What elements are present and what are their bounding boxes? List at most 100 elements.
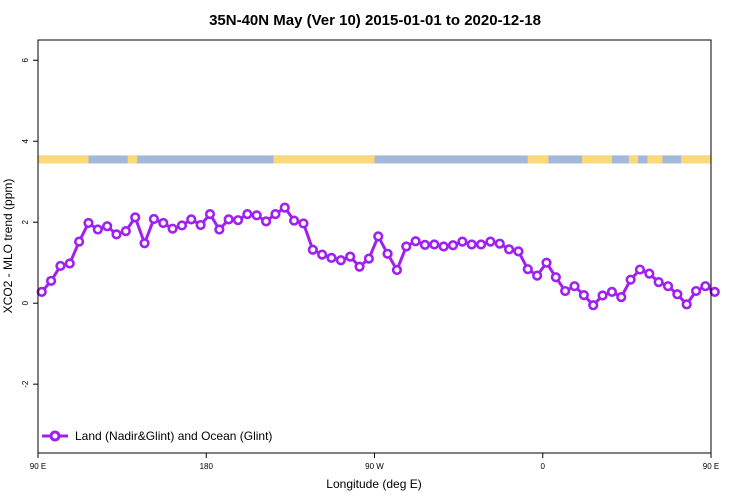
data-point: [513, 246, 524, 257]
data-point: [92, 224, 103, 235]
surface-band: [38, 155, 711, 164]
surface-band-land: [647, 155, 663, 164]
data-point: [195, 219, 206, 231]
data-point: [148, 213, 160, 225]
data-point: [45, 275, 57, 287]
data-point: [139, 238, 150, 249]
data-point: [363, 253, 374, 264]
x-tick-label: 90 W: [365, 462, 384, 471]
data-point: [204, 209, 216, 220]
data-point: [167, 223, 178, 234]
data-point: [494, 238, 505, 249]
data-point: [410, 236, 421, 247]
data-point: [475, 239, 487, 250]
data-point: [64, 258, 75, 269]
data-point: [662, 281, 674, 292]
data-point: [690, 285, 702, 297]
data-point: [672, 289, 683, 300]
surface-band-land: [273, 155, 375, 164]
x-tick-label: 0: [541, 462, 546, 471]
data-point: [307, 244, 318, 255]
data-point: [634, 264, 646, 275]
surface-band-land: [527, 155, 549, 164]
x-tick-label: 90 E: [30, 462, 46, 471]
data-point: [438, 241, 449, 252]
y-tick-label: 2: [21, 219, 30, 224]
data-point: [317, 249, 328, 260]
data-point: [588, 300, 599, 311]
surface-band-land: [628, 155, 639, 164]
data-point: [391, 264, 403, 276]
data-point: [186, 214, 197, 225]
data-point: [55, 260, 66, 272]
data-point: [532, 270, 543, 281]
x-tick-label: 180: [200, 462, 214, 471]
data-point: [373, 231, 384, 242]
data-point: [158, 217, 169, 229]
data-point: [606, 286, 618, 297]
data-point: [345, 251, 356, 262]
data-point: [74, 236, 85, 247]
data-point: [560, 285, 571, 297]
data-point: [541, 257, 552, 268]
x-tick-label: 90 E: [703, 462, 719, 471]
data-point: [298, 218, 309, 229]
data-point: [419, 239, 431, 250]
data-point: [83, 217, 94, 229]
data-point: [382, 248, 393, 259]
data-point: [625, 274, 636, 285]
data-point: [223, 214, 234, 225]
data-point: [700, 281, 711, 292]
data-point: [111, 229, 122, 240]
data-point: [429, 239, 440, 250]
surface-band-land: [582, 155, 612, 164]
data-point: [289, 215, 300, 226]
data-point: [242, 209, 253, 220]
data-point: [36, 286, 47, 297]
data-point: [550, 272, 561, 283]
data-point: [120, 226, 131, 237]
data-point: [644, 268, 655, 279]
legend-marker: [49, 430, 61, 442]
chart-title: 35N-40N May (Ver 10) 2015-01-01 to 2020-…: [209, 12, 541, 29]
data-point: [260, 216, 272, 227]
legend: Land (Nadir&Glint) and Ocean (Glint): [42, 429, 272, 443]
x-axis: 90 E 180 90 W 0 90 E: [30, 453, 719, 471]
data-point: [485, 236, 496, 247]
data-point: [616, 292, 627, 303]
data-point: [653, 277, 664, 288]
legend-label: Land (Nadir&Glint) and Ocean (Glint): [75, 429, 272, 443]
y-tick-label: -2: [21, 380, 30, 388]
surface-band-land: [681, 155, 711, 164]
data-point: [335, 255, 346, 266]
data-point: [176, 220, 188, 231]
data-point: [354, 261, 365, 272]
surface-band-land: [127, 155, 138, 164]
data-point: [130, 212, 141, 223]
y-tick-label: 4: [21, 138, 30, 143]
data-point: [214, 224, 225, 235]
data-point: [251, 210, 262, 221]
y-tick-label: 6: [21, 57, 30, 62]
data-point: [504, 244, 515, 255]
y-axis: -2 0 2 4 6: [21, 57, 38, 388]
data-point: [447, 240, 459, 251]
series-line-group: [36, 202, 720, 311]
surface-band-land: [38, 155, 89, 164]
x-axis-label: Longitude (deg E): [326, 477, 421, 491]
data-point: [681, 299, 692, 310]
data-point: [457, 236, 468, 247]
data-point: [102, 221, 113, 232]
data-point: [279, 202, 290, 213]
data-point: [578, 289, 589, 301]
data-point: [466, 239, 477, 250]
data-point: [522, 264, 533, 275]
y-axis-label: XCO2 - MLO trend (ppm): [1, 179, 15, 314]
data-point: [569, 281, 580, 292]
y-tick-label: 0: [21, 300, 30, 305]
data-point: [597, 290, 608, 301]
data-point: [326, 252, 337, 263]
data-point: [270, 209, 281, 220]
data-point: [401, 241, 412, 252]
